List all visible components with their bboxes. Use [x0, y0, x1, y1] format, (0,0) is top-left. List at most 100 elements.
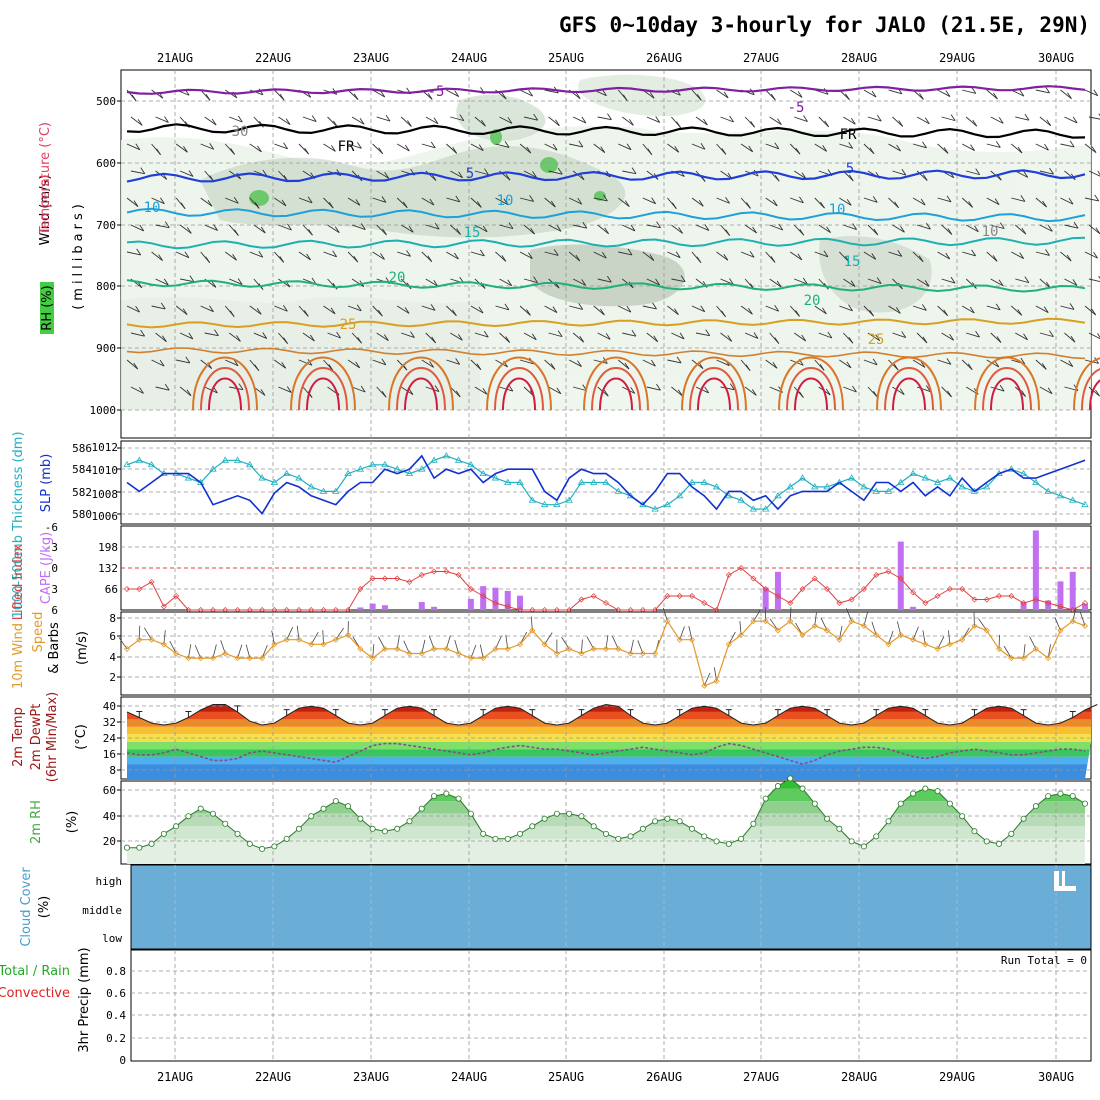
rh2m-point	[357, 815, 364, 822]
wind-barb	[225, 197, 239, 204]
wind10m-point	[541, 641, 548, 648]
vertical-labels: Wind (m/s) Temperature (°C) RH (%) (mill…	[0, 122, 92, 1053]
wind-barb	[421, 197, 435, 206]
wind-barb	[376, 332, 389, 342]
wind-barb	[716, 89, 729, 99]
wind-barb-flag	[328, 364, 334, 371]
wind-barb	[298, 251, 311, 261]
wind-barb-flag	[459, 114, 465, 121]
wind-barb	[450, 332, 463, 341]
wind-barb-flag	[918, 255, 924, 262]
wind-barb-flag	[237, 278, 243, 285]
tick-label: 500	[96, 95, 116, 108]
wind-barb-flag	[872, 196, 878, 203]
rh2m-point	[406, 818, 413, 825]
wind10m-point	[983, 627, 990, 634]
wind-barb	[1015, 332, 1028, 341]
wind-barb-flag	[303, 310, 309, 317]
thickness-point	[786, 483, 794, 490]
wind-barb-flag	[703, 118, 708, 126]
wind-barb-flag	[1091, 146, 1097, 153]
rh2m-series	[124, 775, 1089, 852]
wind-barb	[1015, 170, 1028, 178]
wind10m-point	[492, 645, 499, 652]
wind-barb	[544, 305, 558, 313]
wind-barb	[228, 332, 241, 342]
wind-barb-flag	[656, 383, 661, 391]
wind-barb-flag	[774, 337, 780, 344]
wind-barb	[470, 197, 482, 208]
wind-barb	[200, 359, 213, 369]
surface-temp-contour	[794, 377, 828, 411]
wind-barb	[548, 224, 562, 232]
date-label-top: 27AUG	[743, 51, 779, 65]
wind-barb-flag	[430, 141, 436, 149]
thickness-point	[1081, 500, 1089, 508]
wind-barb	[1060, 305, 1075, 310]
rh2m-point	[517, 830, 524, 837]
surface-temp-contour	[208, 377, 242, 411]
wind10m-point	[504, 645, 511, 652]
wind-barb	[1088, 224, 1100, 235]
wind-barb	[642, 197, 656, 205]
cape-label: CAPE (J/kg)	[39, 532, 54, 604]
contour-label: 20	[389, 270, 406, 286]
tick-label: 2	[109, 671, 116, 684]
wind-barb-flag	[140, 167, 146, 174]
wind-barb-flag	[528, 252, 533, 259]
wind-barb	[523, 116, 538, 121]
precip-unit-label: 3hr Precip (mm)	[77, 947, 92, 1052]
wind10m-label: 10m Wind	[11, 623, 26, 689]
wind-barb	[425, 278, 439, 287]
wind-barb	[175, 143, 188, 153]
wind-barb	[470, 359, 482, 371]
wind-barb-flag	[725, 196, 730, 204]
wind-barb	[568, 197, 582, 205]
wind10m-barb	[586, 636, 595, 650]
wind-barb	[323, 251, 337, 258]
lifted-index-point	[811, 575, 818, 582]
wind-barb	[765, 143, 779, 150]
thickness-point	[1056, 492, 1065, 499]
wind-barb	[421, 251, 433, 263]
cape-gridlines	[121, 526, 1091, 610]
cloud-tick-label: high	[96, 875, 123, 888]
slp-tick-label: 1008	[92, 488, 119, 501]
rh-band	[127, 838, 1085, 864]
wind-barb-flag	[1042, 200, 1047, 208]
rh2m-point	[566, 810, 573, 817]
rh2m-point	[873, 833, 880, 840]
wind-barb-flag	[603, 389, 609, 397]
wind-barb	[130, 116, 143, 126]
contour-line	[126, 85, 1086, 95]
wind-barb-flag	[533, 113, 539, 121]
thickness-point	[295, 474, 303, 481]
thickness-point	[675, 492, 684, 499]
wind-barb-flag	[256, 307, 262, 315]
wind-barb-flag	[550, 200, 556, 208]
wind10m-point	[836, 636, 843, 643]
wind-barb-flag	[803, 115, 808, 122]
lifted-index-point	[148, 579, 155, 585]
wind10m-point	[615, 645, 622, 652]
thickness-point	[233, 456, 242, 463]
wind-barb-flag	[476, 201, 482, 208]
wind10m-point	[136, 636, 143, 643]
wind10m-point	[811, 622, 818, 629]
tick-label: 60	[103, 784, 116, 797]
wind-barb-flag	[846, 361, 852, 369]
wind-barb	[867, 278, 882, 284]
surface-temp-contour	[990, 377, 1024, 411]
thickness-point	[823, 483, 831, 490]
wind-barb	[572, 332, 585, 343]
rh2m-point	[259, 845, 266, 852]
rh2m-point	[799, 785, 806, 792]
wind-barb-flag	[504, 303, 510, 311]
rh2m-point	[1020, 815, 1027, 822]
rh2m-point	[996, 840, 1003, 847]
wind-barb-flag	[774, 304, 780, 312]
wind-barb-flag	[163, 278, 169, 286]
wind-barb	[966, 170, 980, 176]
thickness-point	[332, 487, 340, 494]
thickness-point	[467, 460, 475, 468]
